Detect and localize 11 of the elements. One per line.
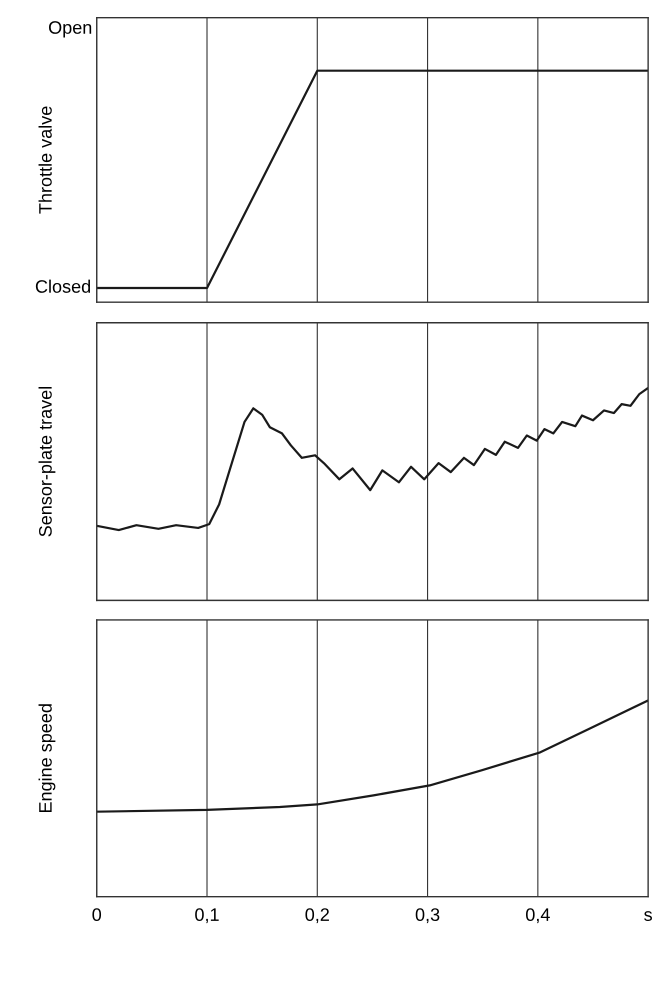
x-tick-label: 0,2 [305, 908, 329, 924]
x-tick-label: 0 [92, 908, 102, 922]
y-axis-title: Engine speed [38, 704, 56, 812]
x-tick-label: 0,3 [416, 908, 440, 924]
x-tick-label: 0,1 [195, 908, 219, 924]
x-tick-label: s [644, 911, 652, 922]
annotation: Closed [36, 280, 90, 293]
y-axis-title: Throttle valve [38, 106, 52, 214]
x-tick-label: 0,4 [526, 908, 550, 924]
text: Open [49, 21, 92, 38]
y-axis-title: Sensor-plate travel [38, 386, 56, 537]
